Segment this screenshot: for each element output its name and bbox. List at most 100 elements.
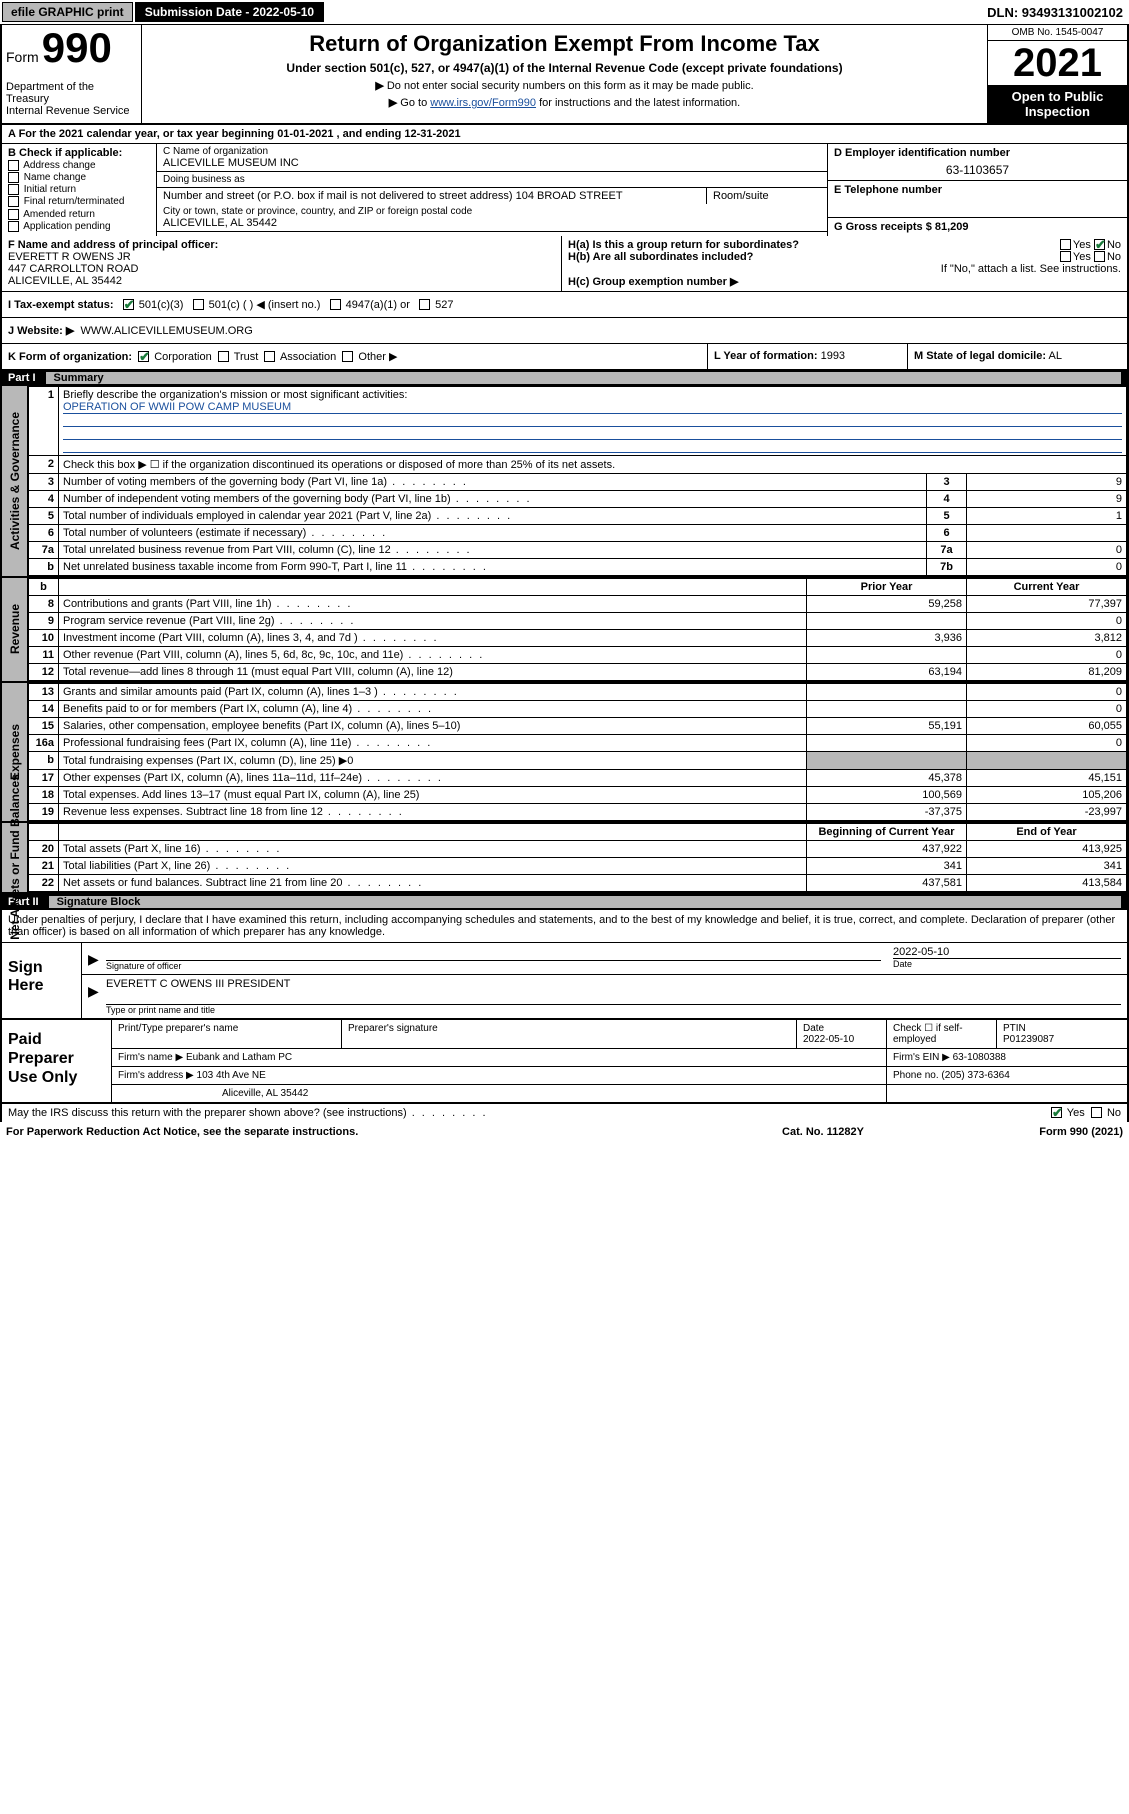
check-501c[interactable]	[193, 299, 204, 310]
hdr-end: End of Year	[967, 823, 1127, 840]
prep-sig-hdr: Preparer's signature	[342, 1020, 797, 1048]
ha-no-check[interactable]	[1094, 239, 1105, 250]
opt-app-pending: Application pending	[23, 221, 110, 232]
table-row: 19Revenue less expenses. Subtract line 1…	[29, 803, 1127, 820]
ha-no-label: No	[1107, 239, 1121, 251]
form-title: Return of Organization Exempt From Incom…	[150, 31, 979, 57]
ha-yes-check[interactable]	[1060, 239, 1071, 250]
firm-addr-label: Firm's address ▶	[118, 1070, 194, 1081]
department-label: Department of the Treasury	[6, 81, 137, 105]
row-j: J Website: ▶ WWW.ALICEVILLEMUSEUM.ORG	[0, 318, 1129, 344]
table-row: 22Net assets or fund balances. Subtract …	[29, 874, 1127, 891]
line2: Check this box ▶ ☐ if the organization d…	[59, 455, 1127, 473]
hdr-prior: Prior Year	[807, 578, 967, 595]
check-trust[interactable]	[218, 351, 229, 362]
footer-final: For Paperwork Reduction Act Notice, see …	[0, 1122, 1129, 1142]
irs-link[interactable]: www.irs.gov/Form990	[430, 97, 536, 109]
check-application-pending[interactable]	[8, 221, 19, 232]
efile-print-button[interactable]: efile GRAPHIC print	[2, 2, 133, 22]
sig-label: Signature of officer	[106, 960, 881, 971]
part1-header: Part I Summary	[0, 370, 1129, 386]
table-row: 15Salaries, other compensation, employee…	[29, 717, 1127, 734]
opt-501c3: 501(c)(3)	[139, 299, 184, 311]
table-row: 17Other expenses (Part IX, column (A), l…	[29, 769, 1127, 786]
form-title-block: Return of Organization Exempt From Incom…	[142, 25, 987, 123]
hb-no-check[interactable]	[1094, 251, 1105, 262]
perjury-text: Under penalties of perjury, I declare th…	[0, 910, 1129, 942]
row-klm: K Form of organization: Corporation Trus…	[0, 344, 1129, 370]
table-row: 7aTotal unrelated business revenue from …	[29, 541, 1127, 558]
part1-title: Summary	[46, 372, 1121, 384]
discuss-no-check[interactable]	[1091, 1107, 1102, 1118]
discuss-no: No	[1107, 1107, 1121, 1119]
table-row: 13Grants and similar amounts paid (Part …	[29, 683, 1127, 700]
check-name-change[interactable]	[8, 172, 19, 183]
check-527[interactable]	[419, 299, 430, 310]
prep-name-hdr: Print/Type preparer's name	[112, 1020, 342, 1048]
open-public: Open to Public Inspection	[988, 85, 1127, 123]
d-ein-label: D Employer identification number	[834, 147, 1010, 159]
table-row: 9Program service revenue (Part VIII, lin…	[29, 612, 1127, 629]
form-ref: Form 990 (2021)	[923, 1126, 1123, 1138]
check-other[interactable]	[342, 351, 353, 362]
discuss-yes-check[interactable]	[1051, 1107, 1062, 1118]
table-row: 3Number of voting members of the governi…	[29, 473, 1127, 490]
opt-address-change: Address change	[23, 160, 95, 171]
ein-value: 63-1103657	[834, 163, 1121, 177]
f-label: F Name and address of principal officer:	[8, 239, 218, 251]
firm-addr2: Aliceville, AL 35442	[112, 1085, 887, 1102]
table-row: 16aProfessional fundraising fees (Part I…	[29, 734, 1127, 751]
sign-section: Sign Here Signature of officer 2022-05-1…	[0, 942, 1129, 1020]
line1-label: Briefly describe the organization's miss…	[63, 389, 407, 401]
opt-501c: 501(c) ( ) ◀ (insert no.)	[209, 299, 321, 311]
c-name-label: C Name of organization	[163, 146, 821, 157]
form-subtitle: Under section 501(c), 527, or 4947(a)(1)…	[150, 61, 979, 75]
ptin-hdr: PTIN	[1003, 1023, 1026, 1034]
table-row: bNet unrelated business taxable income f…	[29, 558, 1127, 575]
opt-corp: Corporation	[154, 351, 211, 363]
opt-4947: 4947(a)(1) or	[346, 299, 410, 311]
table-row: 18Total expenses. Add lines 13–17 (must …	[29, 786, 1127, 803]
part2-title: Signature Block	[49, 896, 1121, 908]
part1-expenses: Expenses 13Grants and similar amounts pa…	[0, 683, 1129, 823]
section-b: B Check if applicable: Address change Na…	[2, 144, 157, 236]
table-row: 14Benefits paid to or for members (Part …	[29, 700, 1127, 717]
addr-label: Number and street (or P.O. box if mail i…	[163, 190, 513, 202]
firm-name-label: Firm's name ▶	[118, 1052, 183, 1063]
opt-final-return: Final return/terminated	[24, 197, 125, 208]
check-final-return[interactable]	[8, 196, 19, 207]
row-a-tax-year: A For the 2021 calendar year, or tax yea…	[0, 125, 1129, 144]
vtab-revenue: Revenue	[2, 578, 28, 681]
hb-yes-check[interactable]	[1060, 251, 1071, 262]
row-i: I Tax-exempt status: 501(c)(3) 501(c) ( …	[0, 292, 1129, 318]
opt-amended: Amended return	[23, 209, 95, 220]
opt-trust: Trust	[234, 351, 259, 363]
table-row: 4Number of independent voting members of…	[29, 490, 1127, 507]
part1-netassets: Net Assets or Fund Balances Beginning of…	[0, 823, 1129, 894]
officer-addr1: 447 CARROLLTON ROAD	[8, 263, 138, 275]
note2-post: for instructions and the latest informat…	[536, 97, 740, 109]
discuss-text: May the IRS discuss this return with the…	[8, 1107, 488, 1119]
table-row: 6Total number of volunteers (estimate if…	[29, 524, 1127, 541]
officer-addr2: ALICEVILLE, AL 35442	[8, 275, 122, 287]
hdr-begin: Beginning of Current Year	[807, 823, 967, 840]
check-corporation[interactable]	[138, 351, 149, 362]
check-501c3[interactable]	[123, 299, 134, 310]
ptin-value: P01239087	[1003, 1034, 1054, 1045]
check-address-change[interactable]	[8, 160, 19, 171]
hc-label: H(c) Group exemption number ▶	[568, 276, 738, 288]
signature-line[interactable]: Signature of officer	[82, 943, 887, 974]
check-amended[interactable]	[8, 209, 19, 220]
hb-yes-label: Yes	[1073, 251, 1091, 263]
hb-label: H(b) Are all subordinates included?	[568, 251, 753, 263]
check-4947[interactable]	[330, 299, 341, 310]
check-initial-return[interactable]	[8, 184, 19, 195]
check-association[interactable]	[264, 351, 275, 362]
note2-pre: Go to	[400, 97, 430, 109]
j-label: J Website: ▶	[8, 325, 74, 337]
opt-527: 527	[435, 299, 453, 311]
sign-here-label: Sign Here	[2, 943, 82, 1018]
org-name: ALICEVILLE MUSEUM INC	[163, 157, 299, 169]
l-label: L Year of formation:	[714, 350, 818, 362]
website-value: WWW.ALICEVILLEMUSEUM.ORG	[80, 325, 252, 337]
